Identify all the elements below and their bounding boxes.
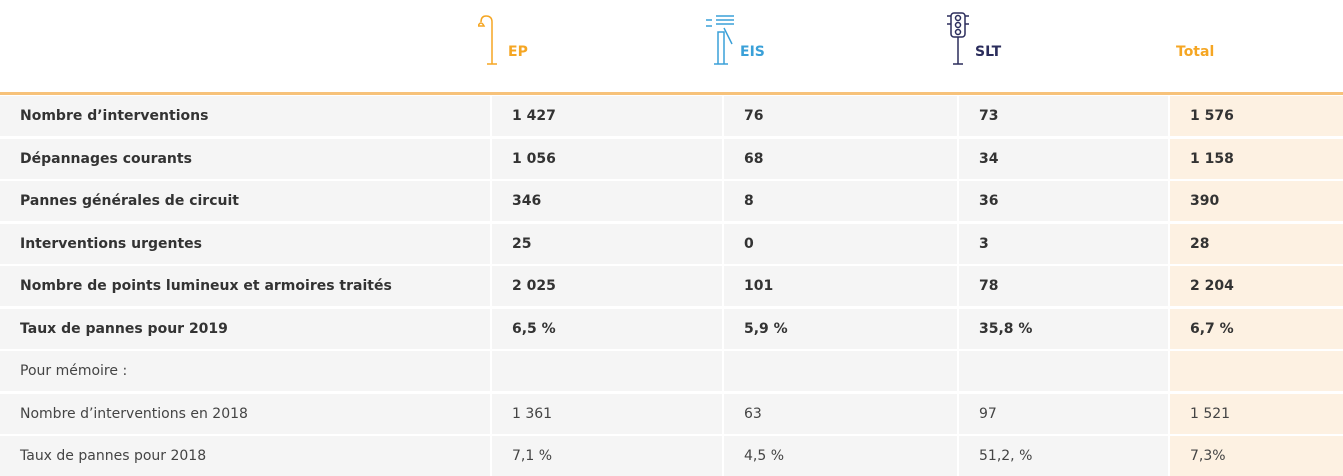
table-cell: 76 bbox=[724, 96, 957, 136]
row-label: Nombre d’interventions en 2018 bbox=[0, 393, 490, 434]
table-cell: 7,3% bbox=[1170, 436, 1343, 476]
row-label: Taux de pannes pour 2018 bbox=[0, 436, 490, 476]
table-cell: 1 576 bbox=[1170, 96, 1343, 136]
table-cell: 68 bbox=[724, 138, 957, 179]
table-cell bbox=[1170, 351, 1343, 391]
table-cell: 36 bbox=[959, 181, 1168, 221]
table-cell: 6,7 % bbox=[1170, 308, 1343, 349]
row-label: Nombre d’interventions bbox=[0, 96, 490, 136]
row-label: Nombre de points lumineux et armoires tr… bbox=[0, 266, 490, 306]
table-cell: 1 158 bbox=[1170, 138, 1343, 179]
table-cell: 25 bbox=[492, 223, 722, 264]
table-cell: 4,5 % bbox=[724, 436, 957, 476]
row-label: Interventions urgentes bbox=[0, 223, 490, 264]
table-cell: 101 bbox=[724, 266, 957, 306]
total-header-bg bbox=[1168, 0, 1343, 92]
eis-icon bbox=[706, 15, 734, 65]
table-cell: 390 bbox=[1170, 181, 1343, 221]
col-header: SLT bbox=[975, 44, 1002, 60]
table-cell: 1 427 bbox=[492, 96, 722, 136]
table-cell bbox=[959, 351, 1168, 391]
table-cell: 1 056 bbox=[492, 138, 722, 179]
table-cell: 5,9 % bbox=[724, 308, 957, 349]
row-label: Pour mémoire : bbox=[0, 351, 490, 391]
table-cell: 7,1 % bbox=[492, 436, 722, 476]
row-label: Taux de pannes pour 2019 bbox=[0, 308, 490, 349]
header-rule bbox=[0, 92, 1343, 95]
table-cell: 34 bbox=[959, 138, 1168, 179]
col-header: EP bbox=[508, 44, 528, 60]
col-header: Total bbox=[1176, 44, 1215, 60]
ep-icon bbox=[478, 15, 497, 65]
table-cell: 2 204 bbox=[1170, 266, 1343, 306]
table-cell: 78 bbox=[959, 266, 1168, 306]
table-cell: 28 bbox=[1170, 223, 1343, 264]
table-cell: 1 521 bbox=[1170, 393, 1343, 434]
table-cell: 97 bbox=[959, 393, 1168, 434]
col-header: EIS bbox=[740, 44, 765, 60]
table-cell: 3 bbox=[959, 223, 1168, 264]
table-cell: 51,2, % bbox=[959, 436, 1168, 476]
table-cell: 35,8 % bbox=[959, 308, 1168, 349]
table-cell: 8 bbox=[724, 181, 957, 221]
table-cell: 346 bbox=[492, 181, 722, 221]
table-cell: 0 bbox=[724, 223, 957, 264]
table-cell: 6,5 % bbox=[492, 308, 722, 349]
row-label: Dépannages courants bbox=[0, 138, 490, 179]
table-cell: 63 bbox=[724, 393, 957, 434]
table-cell bbox=[492, 351, 722, 391]
table-cell: 2 025 bbox=[492, 266, 722, 306]
row-label: Pannes générales de circuit bbox=[0, 181, 490, 221]
table-cell bbox=[724, 351, 957, 391]
table-cell: 1 361 bbox=[492, 393, 722, 434]
slt-icon bbox=[947, 12, 969, 65]
table-cell: 73 bbox=[959, 96, 1168, 136]
